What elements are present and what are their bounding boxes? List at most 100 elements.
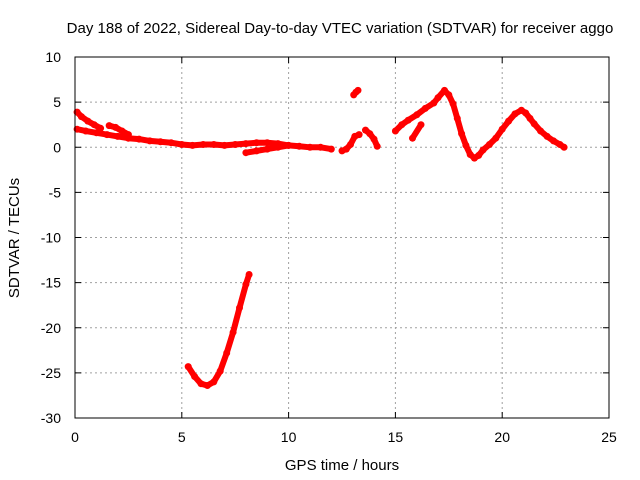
data-point — [231, 141, 239, 148]
y-tick-label: -20 — [41, 320, 61, 336]
data-point — [430, 99, 438, 107]
data-point — [462, 141, 470, 149]
data-point — [413, 111, 421, 119]
data-point — [112, 123, 120, 131]
y-tick-label: 5 — [53, 94, 61, 110]
data-point — [445, 91, 453, 99]
data-point — [505, 117, 513, 125]
x-tick-label: 5 — [178, 429, 186, 445]
data-point — [191, 373, 199, 380]
data-point — [560, 143, 568, 151]
data-point — [295, 142, 303, 150]
grid — [75, 57, 609, 418]
y-axis-label: SDTVAR / TECUs — [6, 178, 23, 298]
data-point — [537, 127, 545, 135]
data-point — [479, 146, 487, 154]
data-point — [105, 122, 113, 130]
x-tick-label: 15 — [388, 429, 404, 445]
data-point — [242, 280, 250, 288]
data-point — [306, 143, 314, 151]
data-point — [441, 86, 448, 94]
data-point — [178, 141, 186, 148]
y-tick-label: -30 — [41, 410, 61, 426]
data-point — [216, 367, 224, 375]
x-tick-label: 0 — [71, 429, 79, 445]
data-point — [210, 141, 218, 148]
data-point — [485, 141, 493, 148]
x-tick-label: 20 — [494, 429, 510, 445]
data-point — [197, 380, 205, 388]
data-point — [263, 139, 271, 147]
data-point — [274, 143, 282, 151]
data-point — [92, 129, 100, 137]
data-point — [77, 113, 85, 121]
data-point — [373, 142, 381, 150]
data-point — [242, 140, 250, 148]
y-tick-label: 10 — [45, 49, 61, 65]
data-point — [354, 86, 362, 94]
data-point — [391, 127, 399, 135]
data-point — [156, 138, 164, 146]
data-point — [184, 363, 192, 371]
data-point — [434, 94, 442, 102]
data-point — [347, 141, 354, 148]
data-point — [135, 135, 143, 143]
x-tick-label: 25 — [601, 429, 617, 445]
data-point — [124, 131, 132, 139]
data-point — [242, 149, 250, 157]
x-axis-label: GPS time / hours — [285, 457, 399, 474]
data-point — [498, 125, 506, 133]
data-point — [97, 124, 105, 132]
y-tick-label: 0 — [53, 139, 61, 155]
y-tick-label: -25 — [41, 365, 61, 381]
data-point — [327, 145, 335, 153]
data-point — [409, 134, 416, 142]
y-tick-label: -15 — [41, 275, 61, 291]
data-point — [114, 132, 122, 140]
data-point — [84, 117, 92, 125]
data-point — [103, 131, 111, 139]
data-point — [404, 116, 412, 124]
data-point — [366, 130, 374, 138]
data-point — [458, 130, 466, 138]
data-point — [342, 145, 350, 153]
y-tick-label: -5 — [49, 184, 62, 200]
data-point — [543, 132, 551, 140]
data-point — [317, 143, 325, 151]
data-point — [253, 139, 261, 147]
data-point — [550, 137, 557, 145]
data-point — [90, 121, 98, 129]
data-point — [285, 141, 293, 149]
x-tick-label: 10 — [281, 429, 297, 445]
data-point — [199, 141, 207, 148]
data-point — [449, 100, 457, 108]
data-point — [492, 134, 500, 142]
data-point — [526, 114, 534, 122]
data-point — [475, 151, 483, 159]
data-point — [355, 131, 363, 139]
data-point — [236, 304, 243, 312]
data-point — [253, 147, 261, 155]
data-point — [511, 110, 519, 118]
data-point — [421, 104, 429, 112]
data-series — [73, 86, 568, 389]
data-point — [167, 139, 175, 147]
data-point — [189, 141, 196, 149]
data-point — [370, 135, 378, 143]
data-point — [522, 109, 530, 117]
data-point — [210, 378, 218, 386]
data-point — [417, 121, 425, 129]
data-point — [203, 382, 211, 389]
data-point — [221, 141, 228, 149]
data-point — [263, 145, 271, 153]
data-point — [453, 114, 461, 122]
data-point — [118, 127, 126, 135]
axis-ticks: 0 5 10 15 20 25 -30 -25 -20 -15 -10 -5 0 5 10 — [41, 49, 617, 445]
data-point — [245, 271, 253, 278]
chart-title: Day 188 of 2022, Sidereal Day-to-day VTE… — [67, 20, 614, 37]
data-point — [530, 120, 538, 128]
data-point — [82, 127, 90, 135]
data-point — [229, 328, 237, 336]
data-point — [398, 121, 406, 129]
